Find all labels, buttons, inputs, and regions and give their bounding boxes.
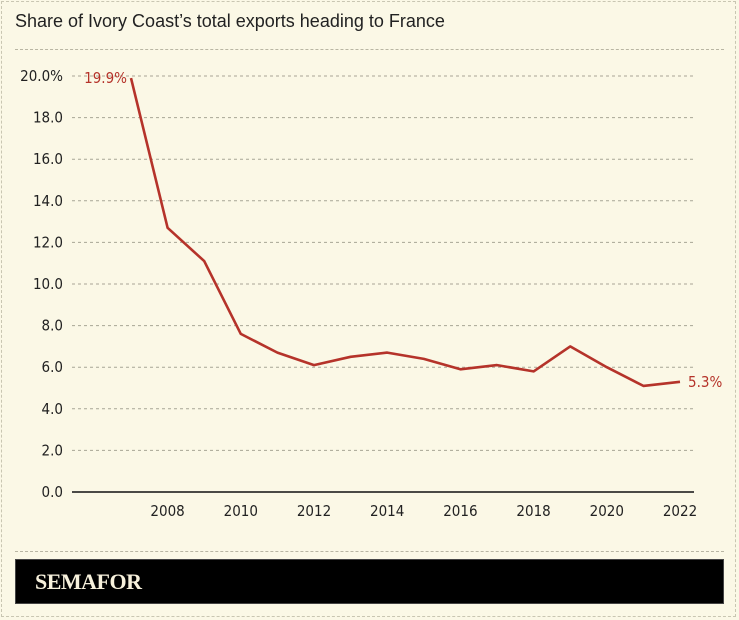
data-label: 19.9% [84, 69, 127, 87]
x-tick-label: 2022 [663, 502, 697, 520]
series-line [129, 77, 681, 388]
y-tick-label: 10.0 [33, 275, 63, 293]
line-chart: 0.0 2.0 4.0 6.0 8.0 10.0 12.0 14.0 16.0 18.0 20.0%… [20, 67, 722, 520]
x-tick-label: 2012 [297, 502, 331, 520]
y-tick-label: 16.0 [33, 150, 63, 168]
semafor-logo: SEMAFOR [35, 569, 142, 594]
y-tick-label: 14.0 [33, 192, 63, 210]
footer-divider [15, 551, 724, 552]
y-tick-label: 2.0 [42, 441, 63, 459]
y-tick-label: 18.0 [33, 109, 63, 127]
x-tick-label: 2018 [516, 502, 550, 520]
y-tick-label: 4.0 [42, 400, 63, 418]
y-tick-label: 0.0 [42, 483, 63, 501]
data-label: 5.3% [688, 373, 722, 391]
annotations: 19.9% 5.3% [84, 69, 722, 391]
y-tick-label: 6.0 [42, 358, 63, 376]
y-tick-label: 8.0 [42, 317, 63, 335]
footer-bar: SEMAFOR [15, 559, 724, 604]
x-tick-label: 2014 [370, 502, 404, 520]
y-tick-label: 20.0% [20, 67, 63, 85]
title-divider [15, 49, 724, 50]
x-axis-ticks: 2008 2010 2012 2014 2016 2018 2020 2022 [150, 502, 697, 520]
x-tick-label: 2016 [443, 502, 477, 520]
y-axis-ticks: 0.0 2.0 4.0 6.0 8.0 10.0 12.0 14.0 16.0 18.0 20.0% [20, 67, 63, 501]
x-tick-label: 2008 [150, 502, 184, 520]
x-tick-label: 2010 [224, 502, 258, 520]
chart-title: Share of Ivory Coast’s total exports hea… [15, 11, 445, 31]
x-tick-label: 2020 [590, 502, 624, 520]
gridlines [72, 75, 694, 451]
y-tick-label: 12.0 [33, 233, 63, 251]
